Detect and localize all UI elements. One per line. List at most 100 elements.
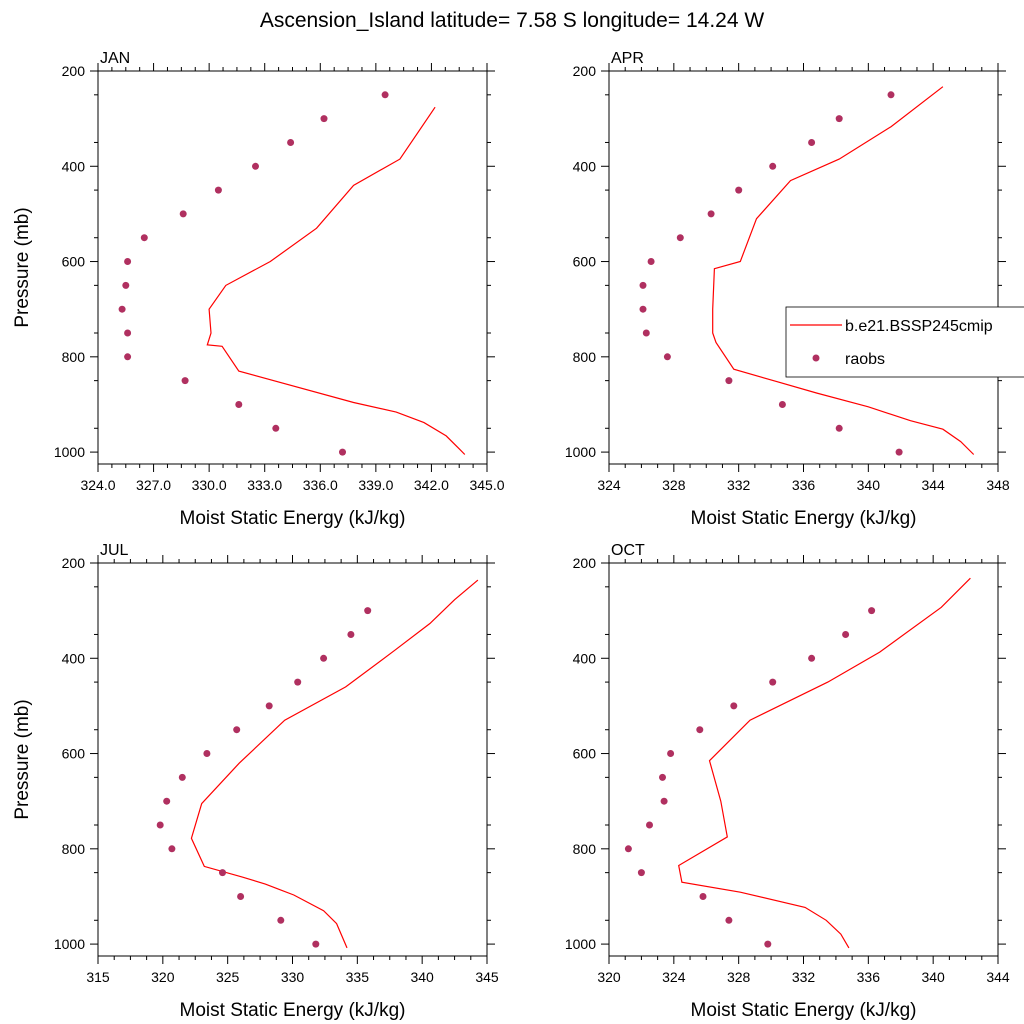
obs-point-jul [294, 678, 302, 686]
obs-point-oct [637, 869, 645, 877]
obs-point-jul [347, 631, 355, 638]
x-tick-label-jan: 324.0 [80, 477, 115, 493]
obs-point-jan [252, 162, 259, 170]
x-tick-label-apr: 336 [792, 477, 816, 493]
obs-point-jan [118, 305, 126, 313]
obs-point-oct [646, 821, 653, 829]
x-tick-label-oct: 336 [857, 969, 881, 985]
panel-title-jan: JAN [100, 50, 130, 67]
obs-point-oct [842, 631, 850, 638]
y-tick-label-jan: 600 [62, 254, 86, 270]
plot-frame-oct [608, 562, 999, 957]
obs-point-jul [265, 702, 273, 710]
x-axis-label-jul: Moist Static Energy (kJ/kg) [180, 1000, 406, 1021]
y-tick-label-oct: 400 [573, 650, 597, 666]
panel-apr: APR Moist Static Energy (kJ/kg) 324 328 33… [565, 50, 1010, 529]
obs-point-jul [233, 726, 241, 734]
x-tick-label-jul: 335 [346, 969, 370, 985]
plot-frame-jan [97, 70, 488, 465]
obs-point-apr [735, 186, 743, 194]
obs-point-oct [730, 702, 738, 710]
obs-point-apr [676, 234, 684, 242]
x-tick-label-jul: 315 [86, 969, 110, 985]
obs-point-apr [707, 210, 715, 218]
series-line-model-jan [206, 106, 466, 455]
x-tick-label-jan: 345.0 [469, 477, 504, 493]
y-tick-label-oct: 1000 [565, 936, 596, 952]
obs-point-jul [203, 750, 211, 757]
obs-point-jan [124, 353, 132, 361]
y-axis-label-jan: Pressure (mb) [12, 207, 33, 327]
x-tick-label-apr: 324 [597, 477, 621, 493]
y-tick-label-jul: 800 [62, 841, 86, 857]
obs-point-apr [808, 139, 816, 146]
obs-point-oct [699, 893, 707, 900]
obs-point-jul [237, 893, 245, 900]
x-tick-label-jan: 342.0 [414, 477, 449, 493]
x-tick-label-oct: 332 [792, 969, 816, 985]
obs-point-jul [312, 940, 320, 948]
obs-point-jul [168, 845, 176, 853]
x-tick-label-oct: 344 [986, 969, 1010, 985]
y-tick-label-jan: 400 [62, 158, 86, 174]
obs-point-jan [140, 234, 148, 242]
x-tick-label-apr: 344 [921, 477, 945, 493]
obs-point-jan [214, 186, 222, 194]
panel-jul: JUL Moist Static Energy (kJ/kg) Pressure… [12, 542, 499, 1021]
series-line-model-apr [712, 86, 975, 455]
y-tick-label-oct: 800 [573, 841, 597, 857]
y-tick-label-jul: 1000 [54, 936, 85, 952]
x-tick-label-apr: 332 [727, 477, 751, 493]
obs-point-apr [778, 401, 786, 408]
obs-point-jul [219, 869, 226, 877]
obs-point-oct [764, 940, 772, 948]
obs-point-oct [660, 797, 668, 805]
legend-box [785, 306, 1024, 378]
obs-point-jan [181, 377, 189, 385]
y-tick-label-jul: 200 [62, 555, 86, 571]
y-tick-label-apr: 200 [573, 63, 597, 79]
x-axis-label-apr: Moist Static Energy (kJ/kg) [691, 508, 917, 529]
series-line-model-jul [190, 579, 479, 949]
obs-point-jan [179, 210, 187, 218]
obs-point-oct [624, 845, 632, 853]
obs-point-apr [835, 424, 843, 432]
x-tick-label-jan: 333.0 [247, 477, 282, 493]
obs-point-apr [647, 258, 655, 265]
y-tick-label-apr: 600 [573, 254, 597, 270]
x-tick-label-apr: 340 [857, 477, 881, 493]
plot-frame-apr [608, 70, 999, 465]
obs-point-oct [769, 678, 777, 686]
obs-point-jan [381, 91, 389, 99]
obs-point-oct [667, 750, 675, 757]
plot-frame-jul [97, 562, 488, 957]
y-tick-label-apr: 1000 [565, 444, 596, 460]
x-tick-label-jul: 330 [281, 969, 305, 985]
obs-point-apr [895, 448, 903, 456]
x-tick-label-jul: 340 [410, 969, 434, 985]
panel-title-apr: APR [611, 50, 644, 67]
y-tick-label-apr: 400 [573, 158, 597, 174]
obs-point-apr [725, 377, 733, 385]
panel-title-jul: JUL [100, 542, 129, 559]
y-tick-label-apr: 800 [573, 349, 597, 365]
y-axis-label-jul: Pressure (mb) [12, 699, 33, 819]
obs-point-jul [364, 607, 372, 615]
figure-title: Ascension_Island latitude= 7.58 S longit… [260, 9, 765, 32]
obs-point-apr [835, 115, 843, 123]
x-tick-label-oct: 324 [662, 969, 686, 985]
obs-point-jan [287, 139, 295, 146]
x-tick-label-jul: 345 [475, 969, 499, 985]
obs-point-jan [124, 329, 132, 337]
panel-jan: JAN Moist Static Energy (kJ/kg) Pressure… [12, 50, 505, 529]
obs-point-oct [808, 654, 816, 662]
x-axis-label-jan: Moist Static Energy (kJ/kg) [180, 508, 406, 529]
x-tick-label-jul: 320 [151, 969, 175, 985]
obs-point-jan [320, 115, 328, 123]
obs-point-apr [887, 91, 895, 99]
obs-point-jan [124, 258, 132, 265]
panel-oct: OCT Moist Static Energy (kJ/kg) 320 324 32… [565, 542, 1010, 1021]
obs-point-jan [235, 401, 243, 408]
x-tick-label-jan: 327.0 [136, 477, 171, 493]
